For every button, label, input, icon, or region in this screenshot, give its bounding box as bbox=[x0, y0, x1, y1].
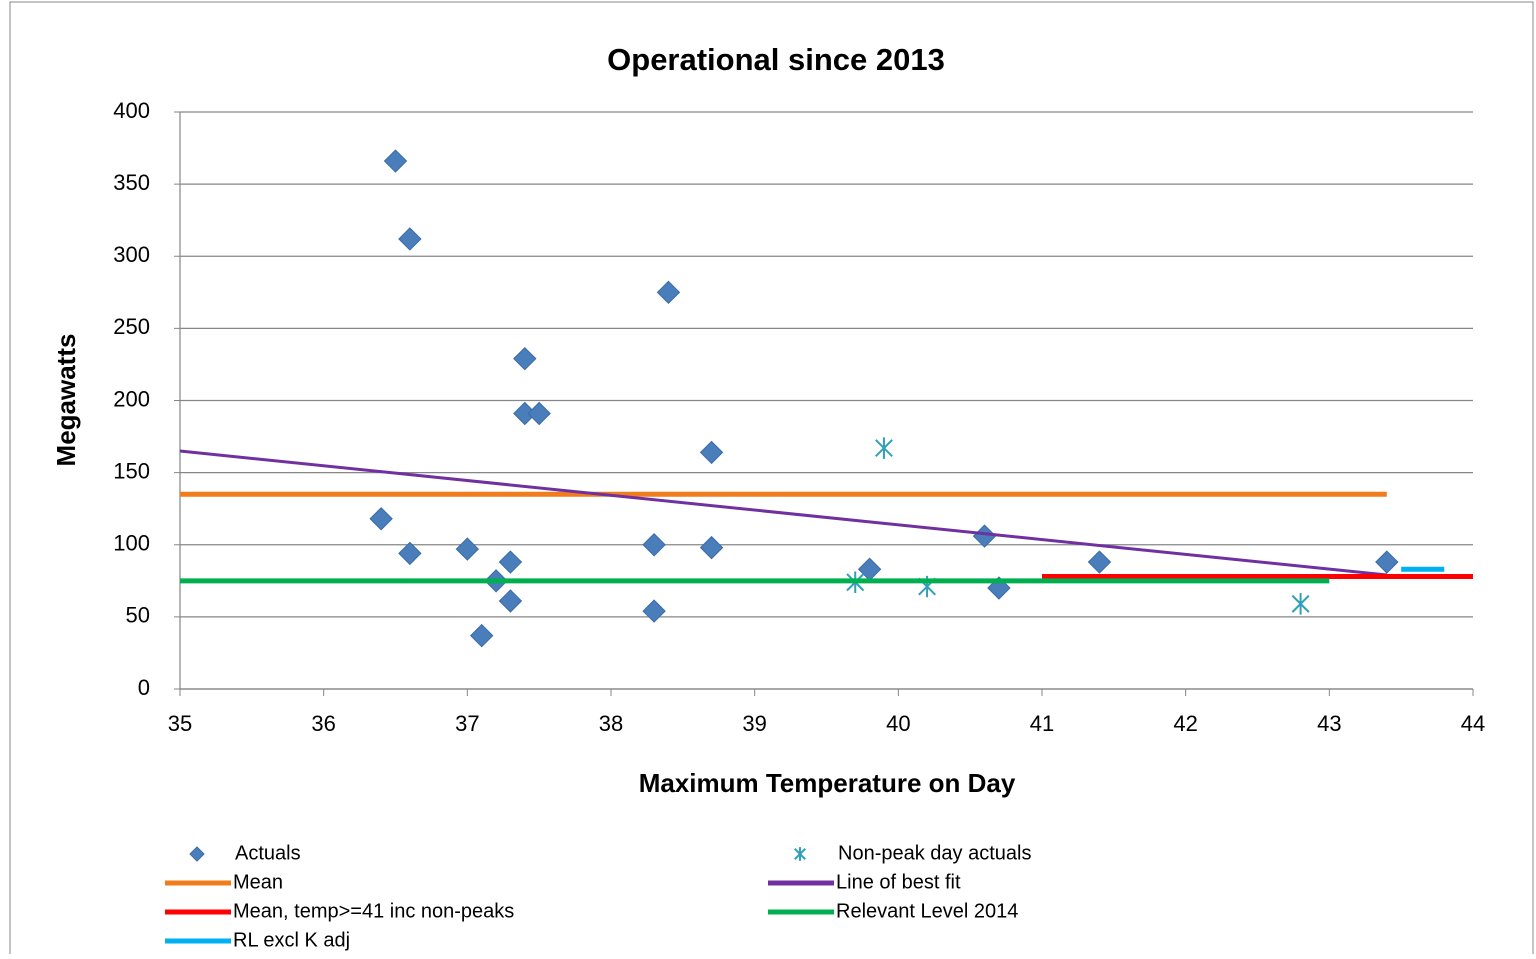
x-tick-label: 41 bbox=[1030, 711, 1054, 736]
marker bbox=[383, 149, 408, 173]
marker bbox=[513, 346, 537, 371]
x-tick-label: 36 bbox=[311, 711, 335, 736]
x-tick-label: 35 bbox=[168, 711, 192, 736]
marker bbox=[469, 623, 494, 648]
y-axis-label: Megawatts bbox=[51, 334, 81, 467]
marker bbox=[656, 280, 681, 305]
y-tick-label: 400 bbox=[113, 98, 150, 123]
marker bbox=[1291, 593, 1310, 615]
marker bbox=[527, 401, 551, 426]
chart-border bbox=[9, 1, 1534, 959]
legend-label: Non-peak day actuals bbox=[838, 842, 1031, 864]
legend-label: RL excl K adj bbox=[233, 929, 350, 951]
legend-label: Mean bbox=[233, 871, 283, 893]
chart-title: Operational since 2013 bbox=[607, 42, 945, 77]
y-tick-label: 350 bbox=[113, 170, 150, 195]
x-tick-label: 43 bbox=[1317, 711, 1341, 736]
y-tick-label: 250 bbox=[113, 314, 150, 339]
series-line bbox=[179, 449, 1387, 577]
y-tick-label: 200 bbox=[113, 386, 150, 411]
legend-label: Relevant Level 2014 bbox=[836, 900, 1018, 922]
legend-label: Actuals bbox=[235, 842, 301, 864]
marker bbox=[642, 533, 666, 557]
marker bbox=[699, 440, 724, 465]
x-tick-label: 44 bbox=[1461, 711, 1485, 736]
marker bbox=[455, 537, 480, 561]
marker bbox=[1375, 550, 1399, 574]
marker bbox=[498, 589, 523, 613]
marker bbox=[642, 599, 666, 623]
x-tick-label: 39 bbox=[742, 711, 766, 736]
marker bbox=[875, 437, 893, 459]
legend-marker bbox=[794, 847, 806, 861]
x-axis-label: Maximum Temperature on Day bbox=[639, 768, 1016, 798]
x-tick-label: 40 bbox=[886, 711, 910, 736]
y-tick-label: 300 bbox=[113, 242, 150, 267]
legend-label: Line of best fit bbox=[836, 871, 961, 893]
y-tick-label: 100 bbox=[113, 531, 150, 556]
marker bbox=[699, 535, 724, 560]
marker bbox=[498, 550, 523, 574]
legend-marker bbox=[189, 846, 205, 862]
marker bbox=[398, 541, 422, 566]
y-tick-label: 150 bbox=[113, 458, 150, 483]
marker bbox=[398, 227, 422, 251]
marker bbox=[1087, 550, 1112, 574]
y-tick-label: 50 bbox=[126, 603, 150, 628]
x-tick-label: 38 bbox=[599, 711, 623, 736]
x-tick-label: 42 bbox=[1173, 711, 1197, 736]
x-tick-label: 37 bbox=[455, 711, 479, 736]
marker bbox=[369, 507, 393, 531]
legend-label: Mean, temp>=41 inc non-peaks bbox=[233, 900, 514, 922]
y-tick-label: 0 bbox=[138, 675, 150, 700]
